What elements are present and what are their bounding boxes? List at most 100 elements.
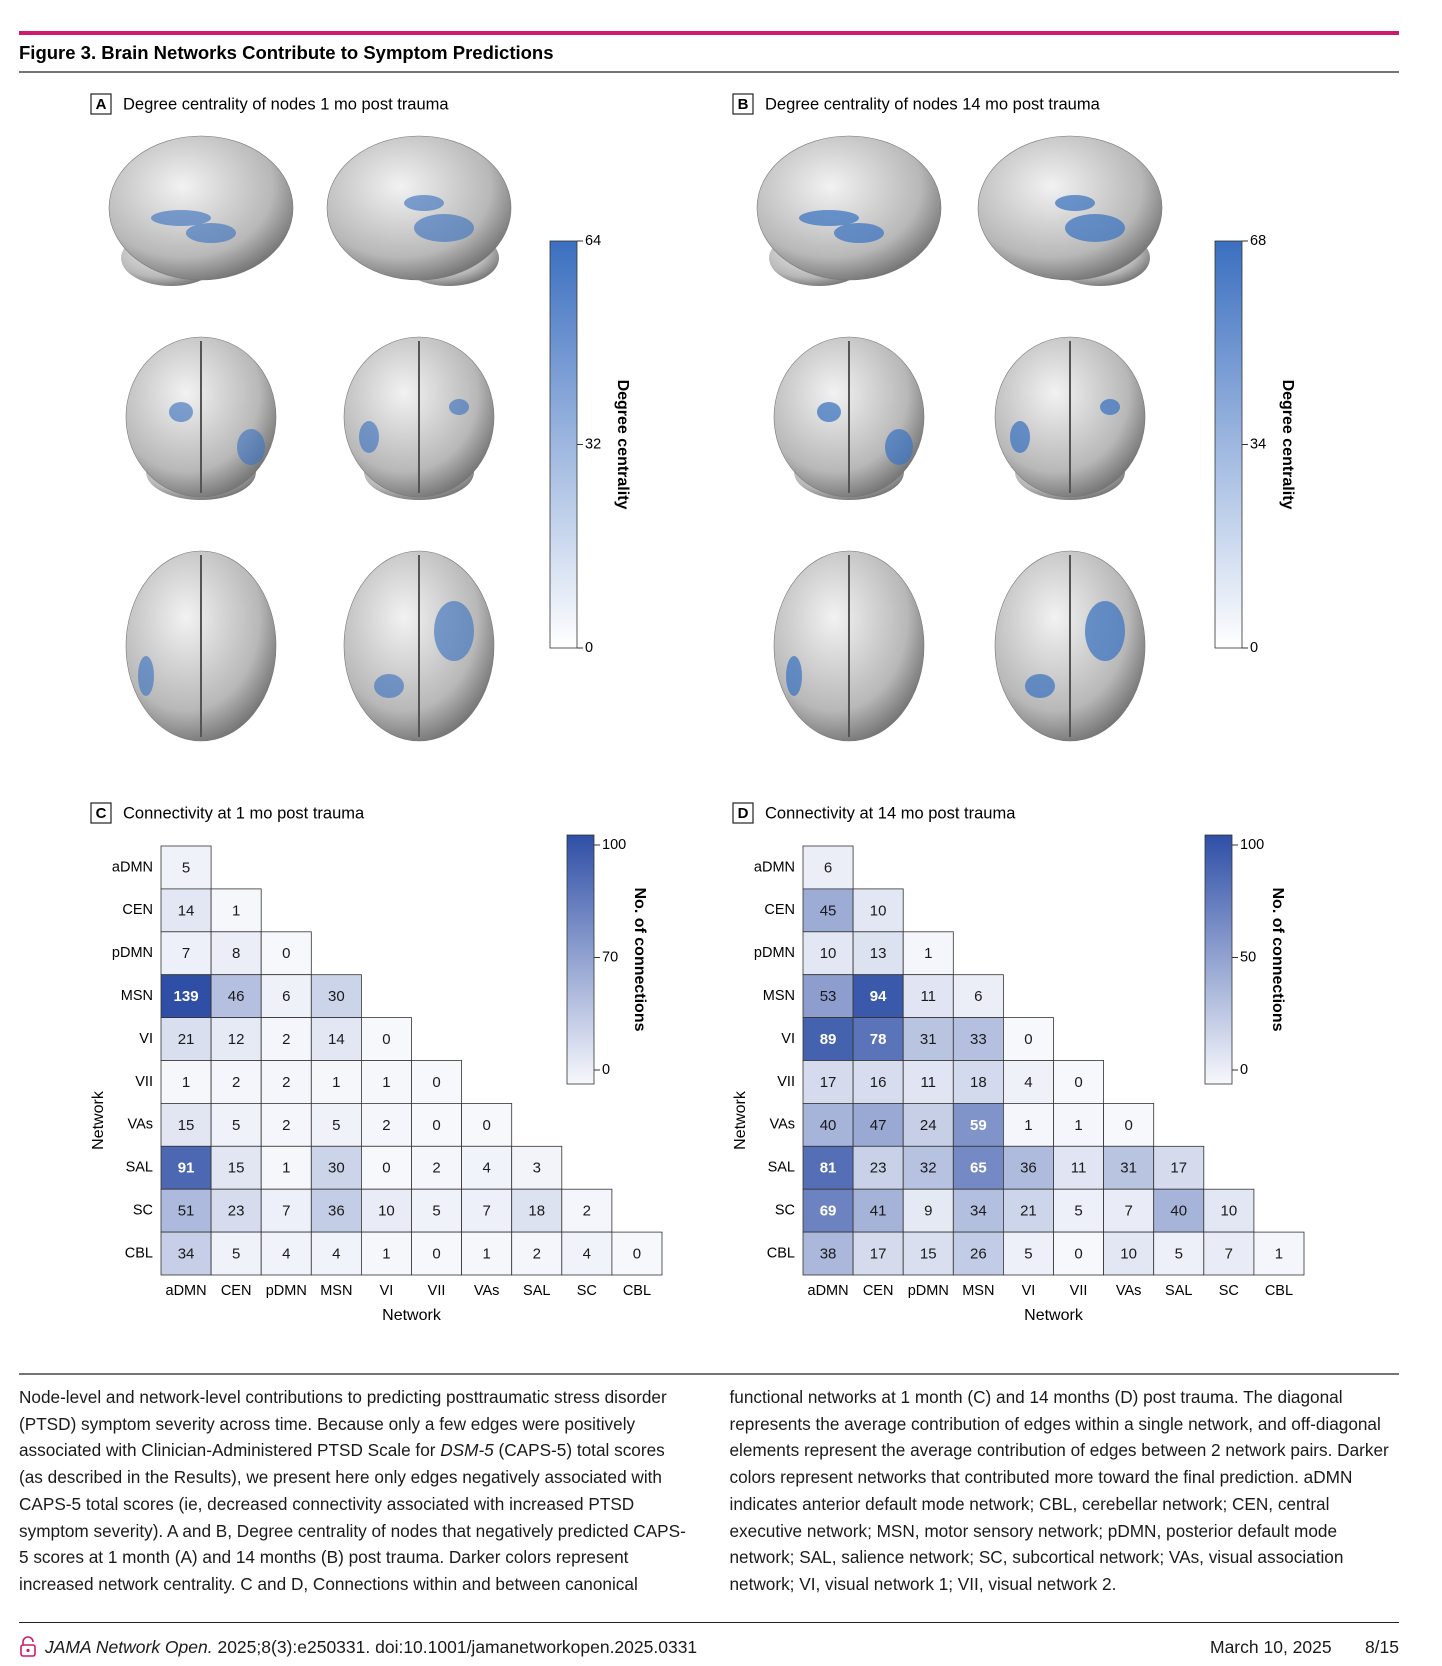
cell-value: 6 xyxy=(282,988,290,1005)
brain-render xyxy=(125,550,277,742)
heatmap-cell xyxy=(1003,1103,1054,1147)
cell-value: 0 xyxy=(482,1117,490,1134)
heatmap-cell xyxy=(1053,1145,1104,1190)
panel-title: Connectivity at 14 mo post trauma xyxy=(765,804,1016,822)
row-label: MSN xyxy=(121,988,153,1004)
cell-value: 0 xyxy=(1124,1117,1132,1134)
cell-value: 94 xyxy=(870,988,887,1005)
heatmap-cell xyxy=(360,1060,412,1104)
heatmap-cell xyxy=(1153,1145,1205,1190)
heatmap-cell xyxy=(1003,1188,1054,1233)
cell-value: 41 xyxy=(870,1203,887,1220)
heatmap-cell xyxy=(511,1188,563,1233)
colorbar-tick-label: 32 xyxy=(585,436,601,452)
colorbar-tick-label: 50 xyxy=(1240,949,1256,965)
cell-value: 17 xyxy=(1170,1160,1187,1177)
cell-value: 26 xyxy=(970,1246,987,1263)
cell-value: 2 xyxy=(382,1117,390,1134)
activation-blob xyxy=(817,402,841,422)
caption-text: (CAPS-5) total scores (as described in t… xyxy=(19,1387,1389,1594)
heatmap-cell xyxy=(902,1017,954,1061)
heatmap-cell xyxy=(210,1188,262,1233)
heatmap-cell xyxy=(902,1188,954,1233)
cell-value: 1 xyxy=(1024,1117,1032,1134)
colorbar-tick-label: 0 xyxy=(1250,640,1258,656)
cell-value: 2 xyxy=(533,1246,541,1263)
heatmap-cell xyxy=(802,845,854,890)
heatmap-cell xyxy=(1203,1231,1255,1276)
panel-letter: D xyxy=(738,805,749,822)
heatmap-cell xyxy=(852,1017,904,1061)
row-label: SAL xyxy=(126,1160,153,1176)
heatmap-cell xyxy=(160,1060,212,1104)
colorbar-label: No. of connections xyxy=(1269,888,1286,1032)
cell-value: 1 xyxy=(282,1160,290,1177)
colorbar-label: Degree centrality xyxy=(614,380,631,510)
heatmap-cell xyxy=(160,974,212,1019)
cell-value: 2 xyxy=(232,1074,240,1091)
cell-value: 139 xyxy=(174,988,199,1005)
heatmap-cell xyxy=(310,1060,362,1104)
activation-blob xyxy=(885,429,913,465)
colorbar-label: No. of connections xyxy=(631,888,648,1032)
panel-letter-box xyxy=(732,802,754,824)
heatmap-cell xyxy=(1003,1060,1054,1104)
heatmap-cell xyxy=(1053,1103,1104,1147)
activation-blob xyxy=(834,223,884,243)
cell-value: 10 xyxy=(378,1203,395,1220)
heatmap-cell xyxy=(952,1188,1004,1233)
row-label: VII xyxy=(777,1074,795,1090)
cell-value: 10 xyxy=(870,902,887,919)
panel-letter-box xyxy=(90,93,112,115)
cell-value: 33 xyxy=(970,1031,987,1048)
brain-render xyxy=(108,135,294,286)
cell-value: 0 xyxy=(432,1246,440,1263)
heatmap-cell xyxy=(852,931,904,976)
cell-value: 8 xyxy=(232,945,240,962)
col-label: CBL xyxy=(1265,1283,1293,1299)
heatmap-cell xyxy=(852,1103,904,1147)
activation-blob xyxy=(1025,674,1055,698)
row-label: aDMN xyxy=(754,859,795,875)
cell-value: 1 xyxy=(924,945,932,962)
cell-value: 23 xyxy=(228,1203,245,1220)
cell-value: 34 xyxy=(178,1246,195,1263)
heatmap-cell xyxy=(1053,1188,1104,1233)
col-label: SC xyxy=(577,1283,597,1299)
heatmap-cell xyxy=(310,1017,362,1061)
row-label: CEN xyxy=(764,902,795,918)
heatmap-cell xyxy=(1053,1060,1104,1104)
heatmap-cell xyxy=(952,1231,1004,1276)
heatmap-cell xyxy=(310,1103,362,1147)
activation-blob xyxy=(449,399,469,415)
panel-letter: A xyxy=(96,96,107,113)
heatmap-cell xyxy=(160,1103,212,1147)
colorbar-tick-label: 70 xyxy=(602,949,618,965)
cell-value: 10 xyxy=(820,945,837,962)
activation-blob xyxy=(404,195,444,211)
cell-value: 32 xyxy=(920,1160,937,1177)
heatmap-cell xyxy=(952,1103,1004,1147)
heatmap-cell xyxy=(1253,1231,1305,1276)
brain-render xyxy=(773,336,925,500)
cell-value: 46 xyxy=(228,988,245,1005)
footer: JAMA Network Open. 2025;8(3):e250331. do… xyxy=(19,1634,1399,1660)
footer-rule xyxy=(19,1622,1399,1623)
cell-value: 4 xyxy=(282,1246,290,1263)
heatmap-cell xyxy=(1053,1231,1104,1276)
col-label: CEN xyxy=(221,1283,252,1299)
colorbar xyxy=(549,240,578,649)
heatmap-cell xyxy=(1103,1103,1155,1147)
cell-value: 14 xyxy=(178,902,195,919)
cell-value: 0 xyxy=(633,1246,641,1263)
heatmap-cell xyxy=(1153,1188,1205,1233)
heatmap-cell xyxy=(802,1060,854,1104)
cell-value: 40 xyxy=(820,1117,837,1134)
colorbar-tick-label: 0 xyxy=(602,1062,610,1078)
panel-letter-box xyxy=(732,93,754,115)
heatmap-cell xyxy=(360,1145,412,1190)
y-axis-label: Network xyxy=(90,1090,107,1150)
cell-value: 2 xyxy=(583,1203,591,1220)
heatmap-cell xyxy=(411,1231,462,1276)
